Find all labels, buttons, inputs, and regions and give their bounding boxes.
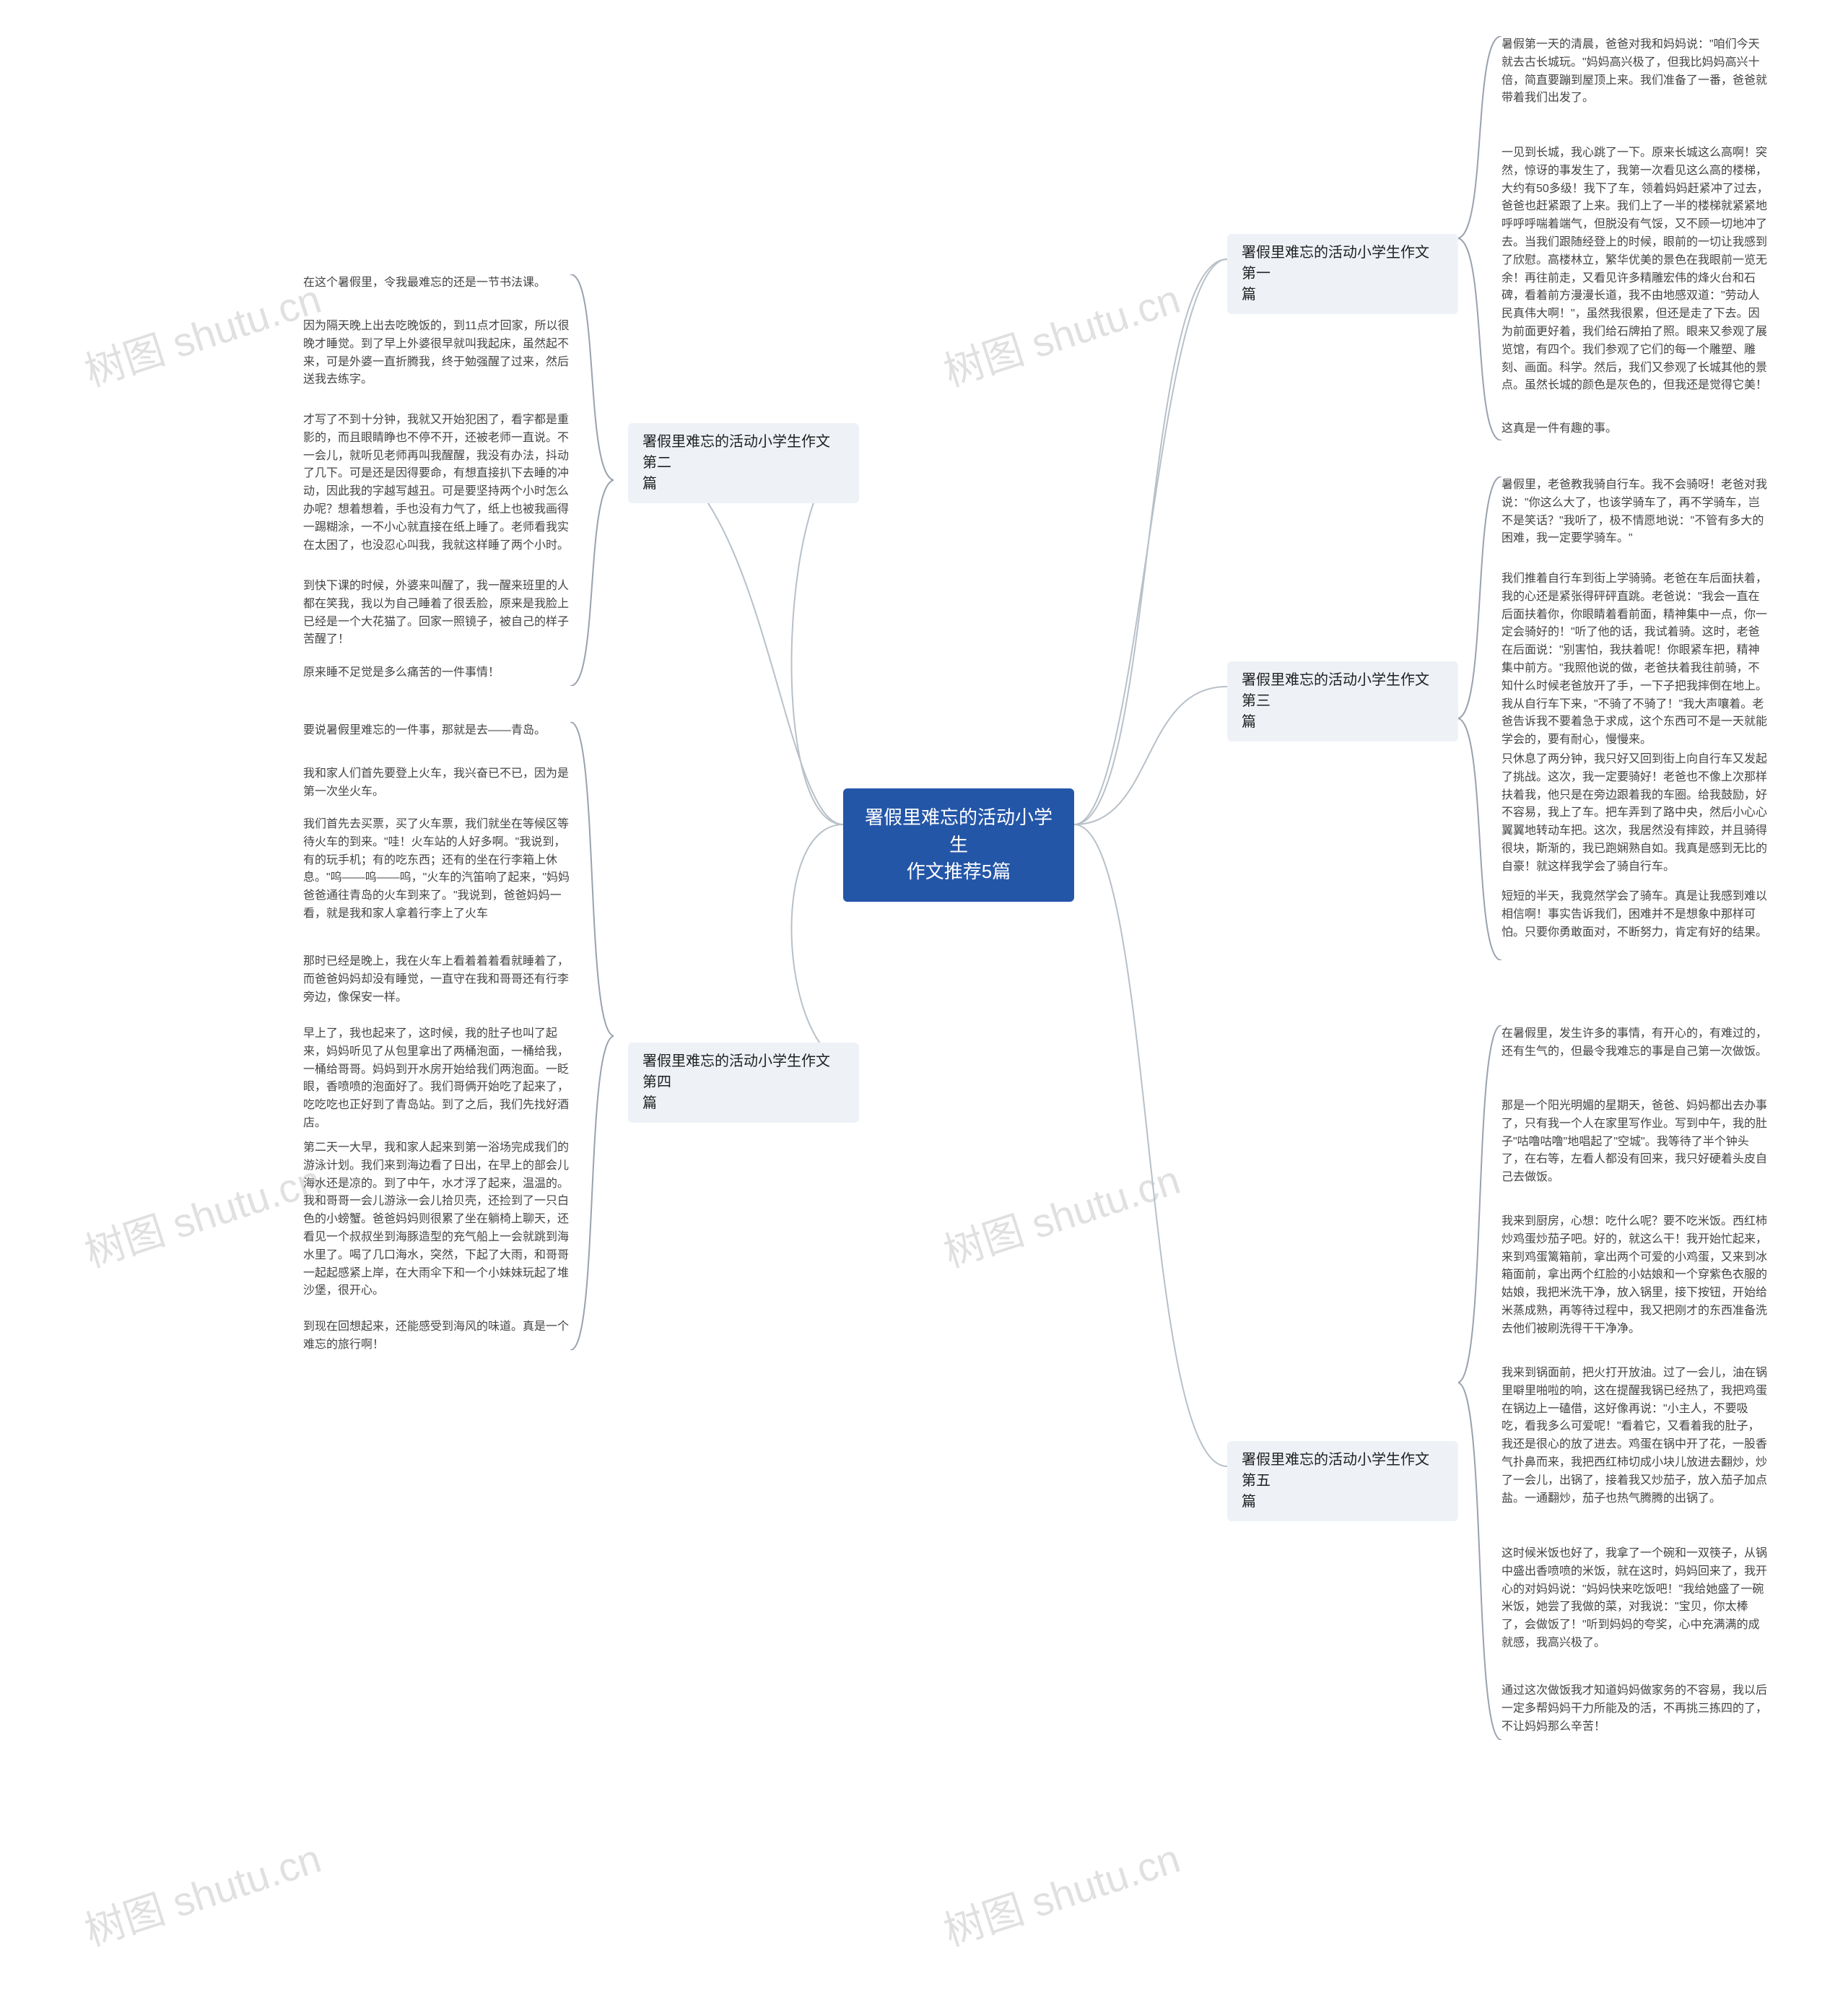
leaf-text: 我们推着自行车到街上学骑骑。老爸在车后面扶着，我的心还是紧张得砰砰直跳。老爸说：… [1502,570,1769,749]
leaf-text: 第二天一大早，我和家人起来到第一浴场完成我们的游泳计划。我们来到海边看了日出，在… [303,1139,570,1300]
watermark: 树图 shutu.cn [77,267,328,399]
leaf-text: 这时候米饭也好了，我拿了一个碗和一双筷子，从锅中盛出香喷喷的米饭，就在这时，妈妈… [1502,1545,1769,1653]
watermark: 树图 shutu.cn [77,1148,328,1279]
leaf-text: 因为隔天晚上出去吃晚饭的，到11点才回家，所以很晚才睡觉。到了早上外婆很早就叫我… [303,318,570,389]
brace-c2 [570,274,614,686]
chapter-2: 署假里难忘的活动小学生作文 第二篇 [628,423,859,503]
leaf-text: 我来到厨房，心想：吃什么呢？要不吃米饭。西红柿炒鸡蛋炒茄子吧。好的，就这么干！我… [1502,1213,1769,1339]
leaf-text: 一见到长城，我心跳了一下。原来长城这么高啊！突然，惊讶的事发生了，我第一次看见这… [1502,144,1769,395]
watermark: 树图 shutu.cn [936,267,1187,399]
chapter-1: 署假里难忘的活动小学生作文 第一篇 [1227,234,1458,314]
leaf-text: 我和家人们首先要登上火车，我兴奋已不已，因为是第一次坐火车。 [303,765,570,801]
root-node: 署假里难忘的活动小学生作文推荐5篇 [843,788,1074,902]
chapter-5: 署假里难忘的活动小学生作文 第五篇 [1227,1441,1458,1521]
watermark: 树图 shutu.cn [936,1148,1187,1279]
leaf-text: 在这个暑假里，令我最难忘的还是一节书法课。 [303,274,570,292]
brace-c4 [570,722,614,1350]
leaf-text: 在暑假里，发生许多的事情，有开心的，有难过的，还有生气的，但最令我难忘的事是自己… [1502,1025,1769,1061]
leaf-text: 早上了，我也起来了，这时候，我的肚子也叫了起来，妈妈听见了从包里拿出了两桶泡面，… [303,1025,570,1133]
brace-c1 [1458,36,1502,440]
watermark: 树图 shutu.cn [936,1827,1187,1958]
leaf-text: 到快下课的时候，外婆来叫醒了，我一醒来班里的人都在笑我，我以为自己睡着了很丢脸，… [303,578,570,649]
leaf-text: 暑假第一天的清晨，爸爸对我和妈妈说："咱们今天就去古长城玩。"妈妈高兴极了，但我… [1502,36,1769,108]
leaf-text: 要说暑假里难忘的一件事，那就是去——青岛。 [303,722,570,740]
leaf-text: 那时已经是晚上，我在火车上看着着着看就睡着了，而爸爸妈妈却没有睡觉，一直守在我和… [303,953,570,1006]
brace-c3 [1458,477,1502,960]
leaf-text: 那是一个阳光明媚的星期天，爸爸、妈妈都出去办事了，只有我一个人在家里写作业。写到… [1502,1097,1769,1187]
leaf-text: 通过这次做饭我才知道妈妈做家务的不容易，我以后一定多帮妈妈干力所能及的活，不再挑… [1502,1682,1769,1736]
leaf-text: 我们首先去买票，买了火车票，我们就坐在等候区等待火车的到来。"哇！火车站的人好多… [303,816,570,923]
brace-c5 [1458,1025,1502,1740]
chapter-3: 署假里难忘的活动小学生作文 第三篇 [1227,661,1458,741]
chapter-4: 署假里难忘的活动小学生作文 第四篇 [628,1043,859,1123]
leaf-text: 短短的半天，我竟然学会了骑车。真是让我感到难以相信啊！事实告诉我们，困难并不是想… [1502,888,1769,941]
leaf-text: 我来到锅面前，把火打开放油。过了一会儿，油在锅里噼里啪啦的响，这在提醒我锅已经热… [1502,1365,1769,1508]
leaf-text: 这真是一件有趣的事。 [1502,420,1769,438]
leaf-text: 才写了不到十分钟，我就又开始犯困了，看字都是重影的，而且眼睛睁也不停不开，还被老… [303,412,570,554]
leaf-text: 原来睡不足觉是多么痛苦的一件事情！ [303,664,570,682]
leaf-text: 暑假里，老爸教我骑自行车。我不会骑呀！老爸对我说："你这么大了，也该学骑车了，再… [1502,477,1769,548]
leaf-text: 只休息了两分钟，我只好又回到街上向自行车又发起了挑战。这次，我一定要骑好！老爸也… [1502,751,1769,876]
leaf-text: 到现在回想起来，还能感受到海风的味道。真是一个难忘的旅行啊！ [303,1318,570,1354]
watermark: 树图 shutu.cn [77,1827,328,1958]
